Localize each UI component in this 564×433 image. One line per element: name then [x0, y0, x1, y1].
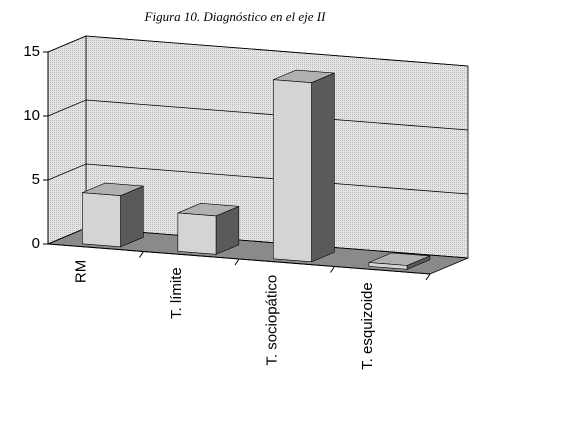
x-tick-label: T. esquizoide [359, 282, 376, 370]
x-tick [234, 258, 240, 266]
x-tick [425, 273, 431, 281]
bar [177, 212, 217, 255]
y-tick-label: 10 [23, 107, 40, 124]
grid-line [47, 35, 469, 67]
bar [82, 192, 121, 248]
side-wall [47, 35, 87, 245]
chart-title: Figura 10. Diagnóstico en el eje II [144, 9, 327, 24]
x-tick [330, 266, 335, 273]
bar [273, 79, 312, 263]
x-tick-label: T. sociopático [264, 275, 281, 366]
grid-line [47, 163, 469, 195]
y-tick-label: 5 [32, 171, 40, 188]
x-tick-label: T. límite [168, 267, 185, 319]
bar-side [120, 185, 144, 248]
bar-side [311, 72, 335, 263]
y-tick-label: 15 [23, 43, 40, 60]
plot-area: 0 5 10 15 RM T. límite T. sociopático T. esquiz… [23, 35, 469, 370]
bar [368, 262, 408, 270]
grid-line [47, 99, 469, 131]
y-tick-label: 0 [32, 235, 40, 252]
x-tick [139, 251, 144, 258]
x-tick-label: RM [73, 260, 90, 283]
